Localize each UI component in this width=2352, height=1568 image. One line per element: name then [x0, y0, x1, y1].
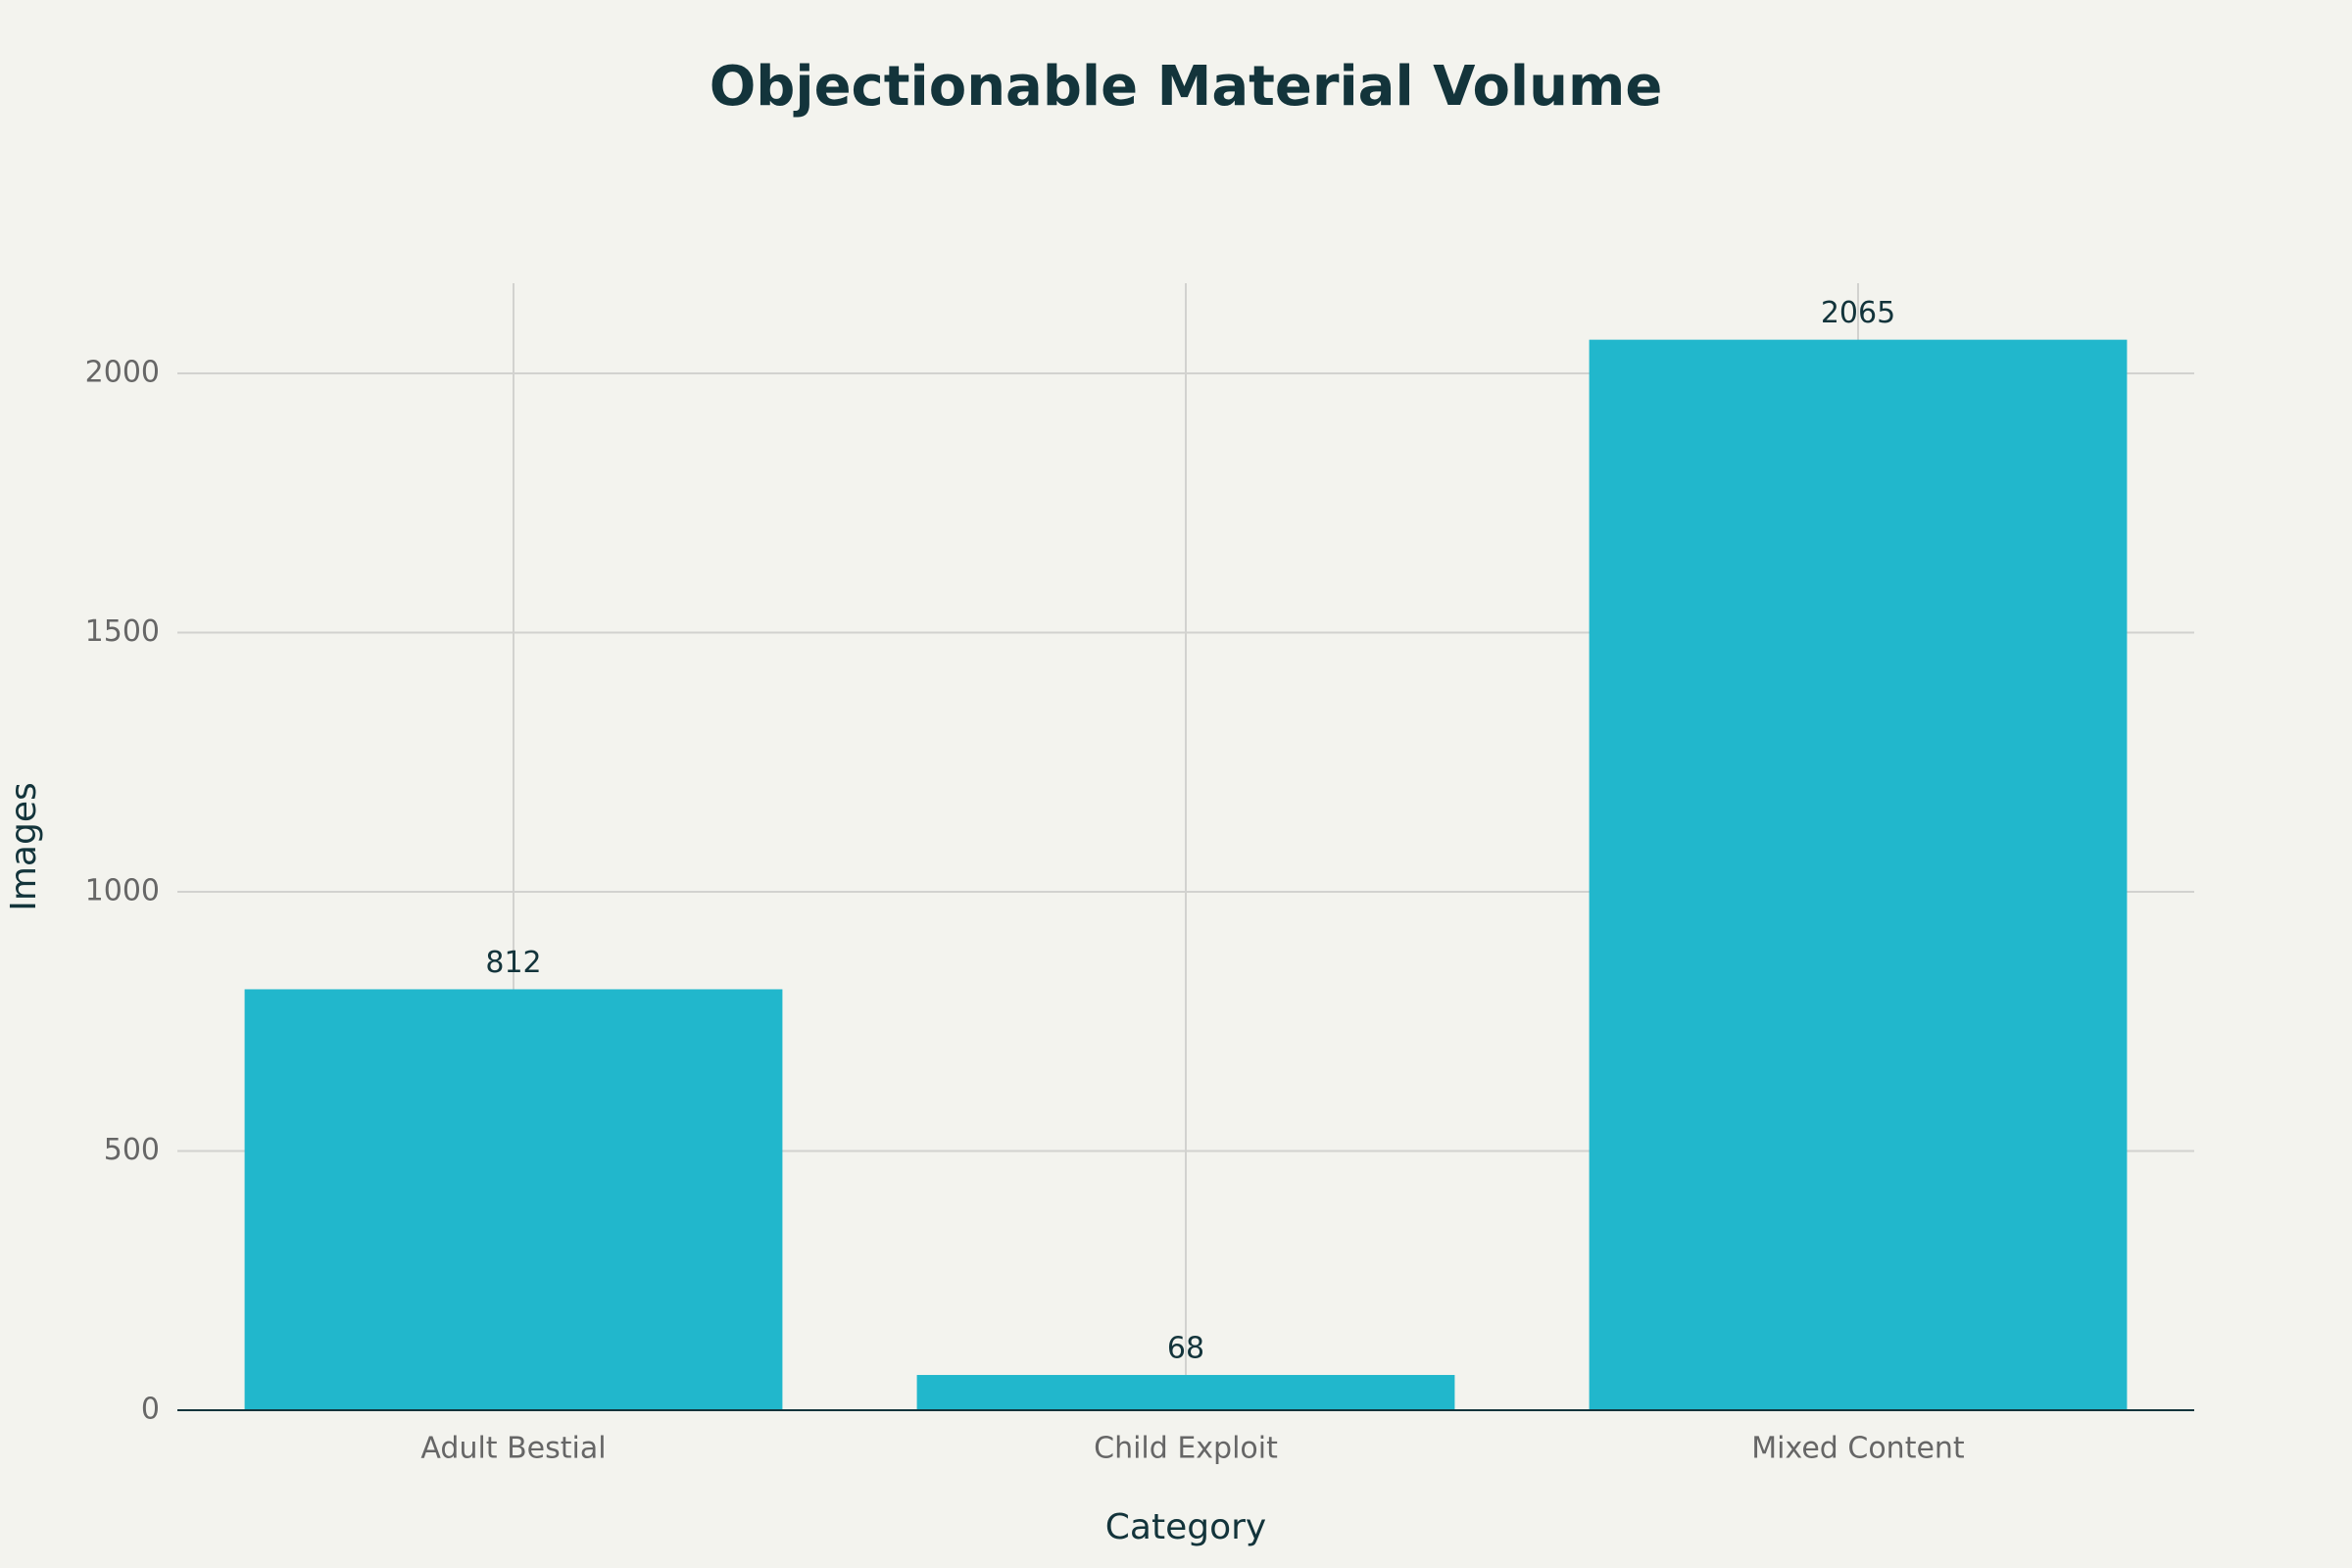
- y-axis-label: Images: [4, 782, 44, 911]
- y-tick-label: 2000: [85, 356, 160, 390]
- value-label: 812: [485, 946, 541, 980]
- x-axis-label: Category: [1105, 1507, 1266, 1547]
- value-label: 2065: [1821, 296, 1895, 330]
- bar: [244, 989, 783, 1410]
- y-tick-label: 500: [104, 1133, 160, 1167]
- x-tick-label: Mixed Content: [1751, 1432, 1965, 1466]
- y-tick-label: 1000: [85, 874, 160, 908]
- y-tick-label: 1500: [85, 614, 160, 649]
- bar: [1589, 339, 2128, 1410]
- x-tick-label: Child Exploit: [1094, 1432, 1278, 1466]
- chart-title: Objectionable Material Volume: [710, 55, 1663, 119]
- x-tick-label: Adult Bestial: [420, 1432, 606, 1466]
- bar: [916, 1375, 1455, 1410]
- value-label: 68: [1167, 1332, 1204, 1366]
- y-tick-label: 0: [141, 1393, 160, 1427]
